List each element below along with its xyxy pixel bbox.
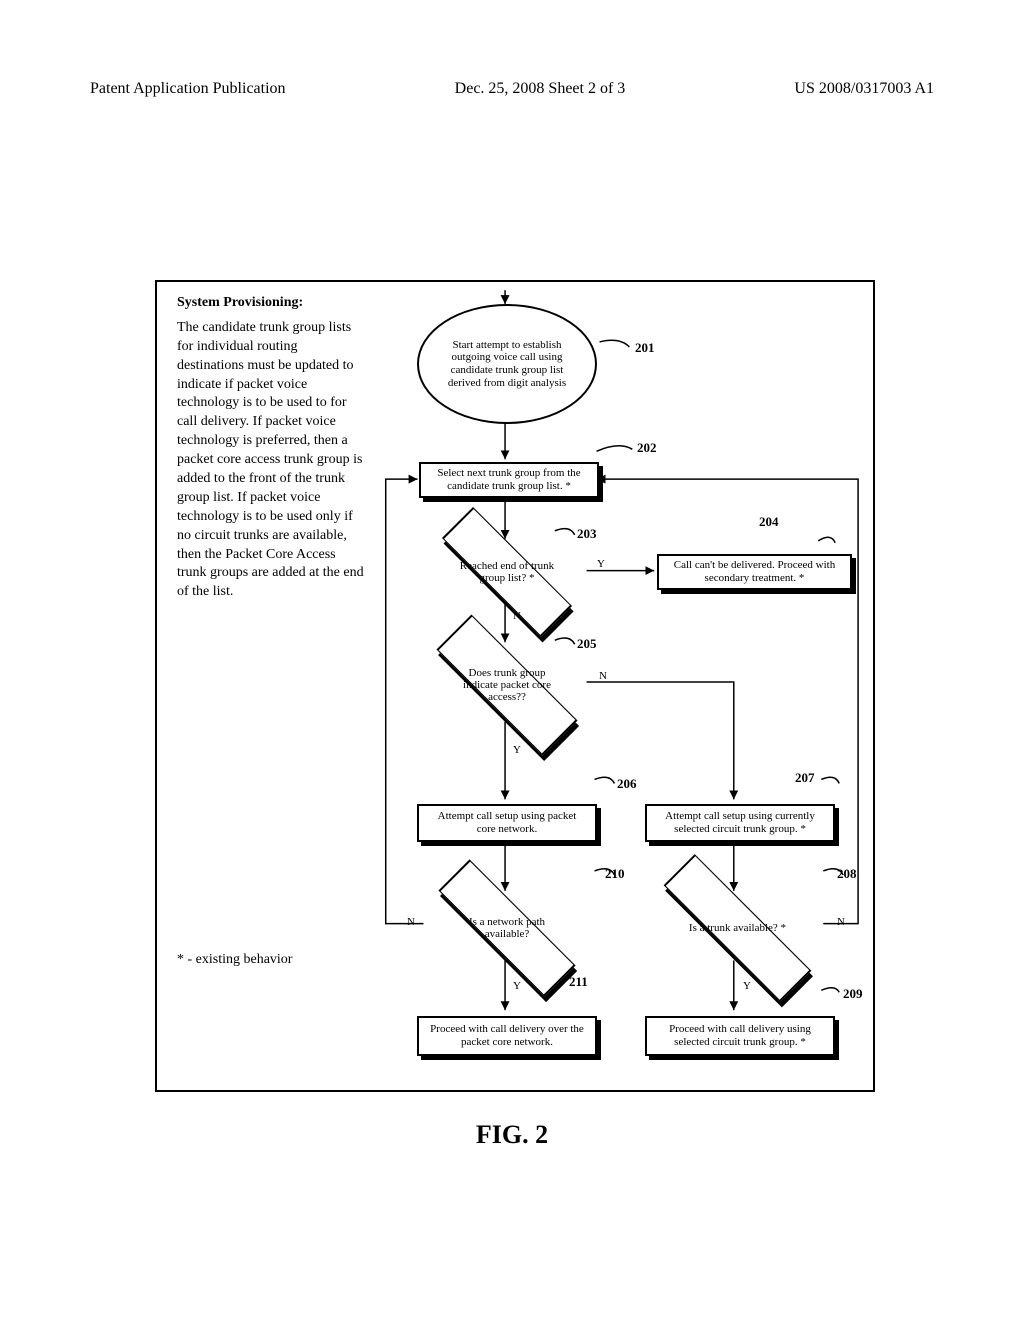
edge-205-y: Y [513, 744, 521, 756]
node-proceed-circuit-text: Proceed with call delivery using selecte… [655, 1023, 825, 1048]
ref-206: 206 [617, 776, 637, 792]
node-attempt-circuit-text: Attempt call setup using currently selec… [655, 810, 825, 835]
header-left: Patent Application Publication [90, 80, 286, 98]
edge-208-y: Y [743, 980, 751, 992]
figure-caption: FIG. 2 [0, 1120, 1024, 1150]
node-network-path-text: Is a network path available? [452, 916, 562, 940]
edge-208-n: N [837, 916, 845, 928]
node-end-of-list-text: Reached end of trunk group list? * [457, 560, 557, 584]
provisioning-body: The candidate trunk group lists for indi… [177, 319, 367, 602]
node-cant-deliver-text: Call can't be delivered. Proceed with se… [665, 559, 844, 584]
edge-210-y: Y [513, 980, 521, 992]
ref-208: 208 [837, 866, 857, 882]
ref-210: 210 [605, 866, 625, 882]
provisioning-text: System Provisioning: The candidate trunk… [177, 294, 367, 602]
node-trunk-available: Is a trunk available? * [655, 888, 820, 968]
edge-203-n: N [513, 610, 521, 622]
ref-207: 207 [795, 770, 815, 786]
node-start-text: Start attempt to establish outgoing voic… [433, 339, 581, 390]
ref-202: 202 [637, 440, 657, 456]
ref-211: 211 [569, 974, 588, 990]
ref-203: 203 [577, 526, 597, 542]
node-proceed-circuit: Proceed with call delivery using selecte… [645, 1016, 835, 1056]
diagram-frame: System Provisioning: The candidate trunk… [155, 280, 875, 1092]
node-attempt-circuit: Attempt call setup using currently selec… [645, 804, 835, 842]
edge-205-n: N [599, 670, 607, 682]
node-proceed-packet: Proceed with call delivery over the pack… [417, 1016, 597, 1056]
header-right: US 2008/0317003 A1 [794, 80, 934, 98]
node-packet-core-check: Does trunk group indicate packet core ac… [432, 640, 582, 730]
node-select-next-text: Select next trunk group from the candida… [427, 467, 591, 492]
node-packet-core-check-text: Does trunk group indicate packet core ac… [452, 667, 562, 703]
ref-209: 209 [843, 986, 863, 1002]
node-attempt-packet-text: Attempt call setup using packet core net… [427, 810, 587, 835]
edge-210-n: N [407, 916, 415, 928]
node-proceed-packet-text: Proceed with call delivery over the pack… [427, 1023, 587, 1048]
node-end-of-list: Reached end of trunk group list? * [437, 532, 577, 612]
ref-204: 204 [759, 514, 779, 530]
ref-205: 205 [577, 636, 597, 652]
node-attempt-packet: Attempt call setup using packet core net… [417, 804, 597, 842]
node-start: Start attempt to establish outgoing voic… [417, 304, 597, 424]
edge-203-y: Y [597, 558, 605, 570]
node-network-path: Is a network path available? [432, 888, 582, 968]
node-cant-deliver: Call can't be delivered. Proceed with se… [657, 554, 852, 590]
ref-201: 201 [635, 340, 655, 356]
node-select-next: Select next trunk group from the candida… [419, 462, 599, 498]
provisioning-title: System Provisioning: [177, 294, 367, 313]
header-center: Dec. 25, 2008 Sheet 2 of 3 [455, 80, 626, 98]
footnote: * - existing behavior [177, 952, 292, 968]
page-header: Patent Application Publication Dec. 25, … [0, 0, 1024, 108]
node-trunk-available-text: Is a trunk available? * [689, 922, 786, 934]
